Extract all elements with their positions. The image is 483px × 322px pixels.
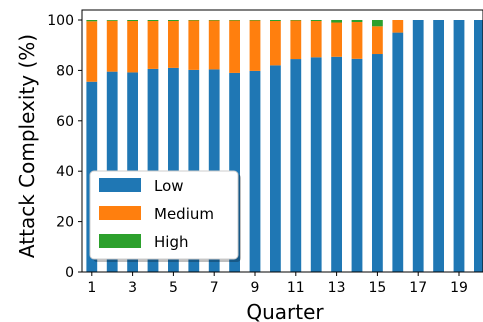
- bar-high-q8: [229, 20, 240, 21]
- bar-low-q11: [290, 59, 302, 273]
- bar-low-q17: [412, 20, 424, 272]
- bar-high-q9: [249, 20, 261, 21]
- x-tick-label: 19: [450, 280, 468, 296]
- y-axis-title: Attack Complexity (%): [15, 34, 39, 258]
- bar-low-q5: [168, 67, 179, 272]
- bar-medium-q6: [188, 20, 200, 70]
- bar-high-q10: [270, 20, 281, 22]
- bar-high-q12: [310, 20, 322, 22]
- bar-high-q3: [127, 20, 138, 22]
- bar-medium-q10: [270, 21, 281, 66]
- y-tick-label: 100: [47, 13, 74, 29]
- bar-medium-q5: [168, 21, 179, 68]
- x-tick-label: 9: [251, 280, 260, 296]
- bar-low-q20: [474, 20, 483, 272]
- plot-frame: [81, 9, 483, 273]
- chart-legend: Low Medium High: [89, 170, 241, 262]
- y-tick-label: 0: [65, 265, 74, 281]
- y-tick-label: 80: [56, 63, 74, 79]
- bar-high-q13: [331, 20, 342, 23]
- legend-swatch-high: [99, 234, 141, 248]
- bar-high-q7: [208, 20, 220, 21]
- x-tick-label: 11: [287, 280, 305, 296]
- bar-medium-q15: [372, 26, 383, 55]
- y-tick-label: 40: [56, 164, 74, 180]
- x-tick-label: 7: [210, 280, 219, 296]
- bar-medium-q2: [106, 20, 118, 72]
- bar-low-q14: [351, 58, 363, 273]
- bar-medium-q12: [310, 21, 322, 58]
- bar-low-q4: [147, 68, 159, 272]
- x-tick-label: 1: [87, 280, 96, 296]
- legend-swatch-medium: [99, 206, 141, 220]
- bar-medium-q9: [249, 20, 261, 71]
- y-tick-label: 20: [56, 215, 74, 231]
- bar-medium-q11: [290, 20, 302, 60]
- bar-high-q1: [86, 20, 98, 22]
- bar-medium-q3: [127, 21, 138, 73]
- bar-high-q14: [351, 20, 363, 23]
- bar-low-q13: [331, 56, 342, 272]
- legend-label-medium: Medium: [154, 205, 214, 223]
- bar-low-q12: [310, 57, 322, 272]
- bar-high-q2: [106, 20, 118, 21]
- bar-low-q19: [453, 20, 465, 272]
- bar-high-q4: [147, 20, 159, 22]
- bar-low-q18: [433, 20, 444, 272]
- bar-high-q5: [168, 20, 179, 22]
- bar-medium-q16: [392, 20, 404, 33]
- bar-low-q15: [372, 54, 383, 272]
- bar-medium-q8: [229, 20, 240, 73]
- legend-label-low: Low: [154, 177, 184, 195]
- x-tick-label: 3: [128, 280, 137, 296]
- bar-low-q10: [270, 65, 281, 272]
- bar-low-q16: [392, 32, 404, 272]
- bar-medium-q7: [208, 20, 220, 70]
- bar-low-q9: [249, 70, 261, 273]
- bar-high-q15: [372, 20, 383, 27]
- x-tick-label: 15: [368, 280, 386, 296]
- legend-label-high: High: [154, 233, 188, 251]
- bar-medium-q14: [351, 22, 363, 59]
- bar-medium-q4: [147, 21, 159, 69]
- y-tick-label: 60: [56, 114, 74, 130]
- x-tick-label: 17: [409, 280, 427, 296]
- x-tick-label: 13: [328, 280, 346, 296]
- bar-high-q6: [188, 20, 200, 21]
- bar-high-q11: [290, 20, 302, 21]
- bar-medium-q13: [331, 22, 342, 57]
- bar-medium-q1: [86, 21, 98, 82]
- x-tick-label: 5: [169, 280, 178, 296]
- legend-swatch-low: [99, 178, 141, 192]
- x-axis-title: Quarter: [246, 300, 324, 322]
